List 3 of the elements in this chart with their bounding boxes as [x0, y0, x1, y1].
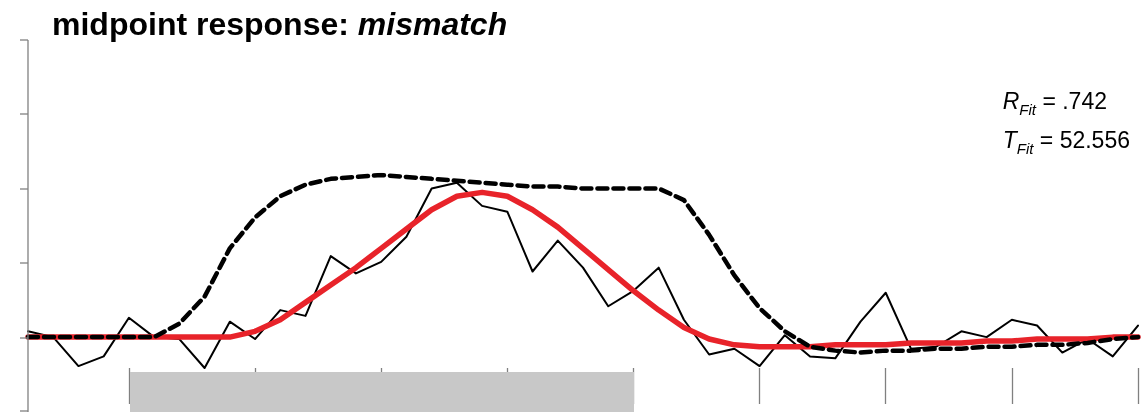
chart-title: midpoint response: mismatch — [52, 6, 508, 43]
text: T$_{Fit}$ = 52.556 — [1002, 125, 1130, 159]
text: R$_{Fit}$ = .742 — [1002, 87, 1108, 120]
